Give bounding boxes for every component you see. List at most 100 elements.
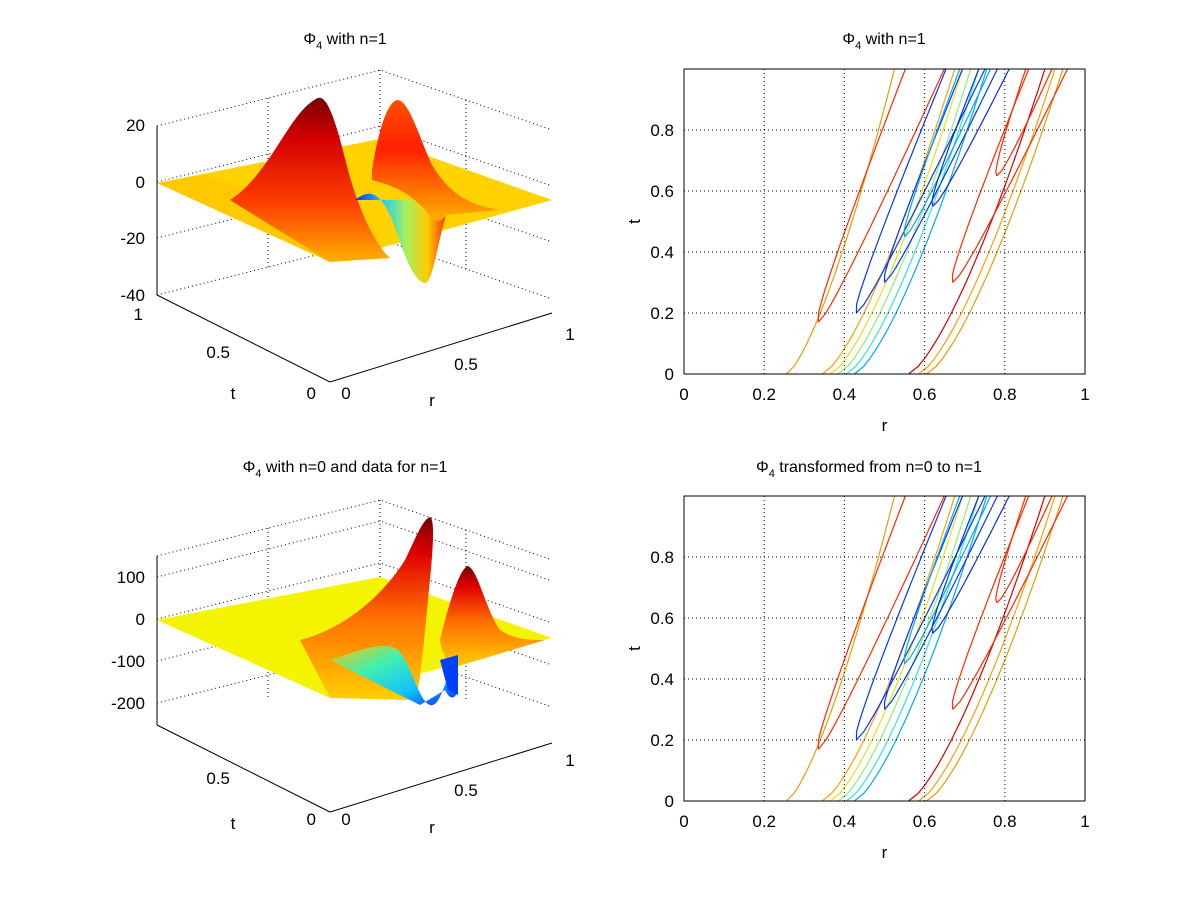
y-tick-label: 0.4 xyxy=(650,243,674,262)
y-tick-label: 0.8 xyxy=(650,121,674,140)
contour-line xyxy=(846,496,980,801)
contour-line xyxy=(926,69,1064,374)
x-tick-label: 0.6 xyxy=(913,812,937,831)
contour-line xyxy=(951,69,1069,283)
contour-line xyxy=(830,496,964,801)
panel-3-title: Φ4 with n=0 and data for n=1 xyxy=(243,459,448,480)
contour-line xyxy=(951,496,1069,710)
r-axis-label: r xyxy=(429,818,435,837)
y-tick-label: 0.8 xyxy=(650,548,674,567)
contour-line xyxy=(883,69,999,283)
x-tick-label: 0 xyxy=(679,385,688,404)
panel-4-plot-area xyxy=(785,496,1069,801)
contour-line xyxy=(854,496,988,801)
panel-3-surface: Φ4 with n=0 and data for n=1 100 0 xyxy=(111,459,575,837)
t-tick-label: 0 xyxy=(307,384,316,403)
x-tick-label: 0.2 xyxy=(752,385,776,404)
contour-line xyxy=(846,69,980,374)
contour-line xyxy=(838,69,972,374)
contour-line xyxy=(995,69,1053,177)
title-subscript: 4 xyxy=(855,40,861,52)
y-tick-label: 0.6 xyxy=(650,609,674,628)
panel-2-contour: Φ4 with n=1 0 0.2 0.4 0.6 0.8 1 0 0.2 0.4 0.6 0.8 r… xyxy=(625,31,1090,435)
y-tick-label: 0.2 xyxy=(650,731,674,750)
t-tick-label: 0.5 xyxy=(206,769,230,788)
t-tick-label: 1 xyxy=(134,305,143,324)
plot-frame xyxy=(683,68,1086,375)
contour-line xyxy=(918,496,1056,801)
z-tick-label: -20 xyxy=(120,229,145,248)
z-tick-label: -100 xyxy=(111,652,145,671)
panel-2-plot-area xyxy=(785,69,1069,374)
x-tick-label: 0.4 xyxy=(833,385,857,404)
x-tick-label: 0.4 xyxy=(833,812,857,831)
title-subscript: 4 xyxy=(255,468,261,480)
contour-line xyxy=(995,496,1053,604)
contour-line xyxy=(908,496,1046,801)
x-axis-label: r xyxy=(882,416,888,435)
z-tick-label: 0 xyxy=(136,610,145,629)
panel-1-axes xyxy=(156,126,553,383)
title-symbol: Φ xyxy=(303,31,316,48)
contour-line xyxy=(785,69,896,374)
panel-4-contour: Φ4 transformed from n=0 to n=1 0 0.2 0.4 0.… xyxy=(625,459,1090,862)
x-tick-label: 0.6 xyxy=(913,385,937,404)
z-tick-label: 100 xyxy=(117,568,145,587)
contour-line xyxy=(854,69,988,374)
z-tick-label: 0 xyxy=(136,173,145,192)
title-subscript: 4 xyxy=(316,40,322,52)
z-tick-label: 20 xyxy=(126,116,145,135)
x-axis-label: r xyxy=(882,843,888,862)
trough xyxy=(355,193,446,284)
x-tick-label: 0.8 xyxy=(993,812,1017,831)
x-tick-label: 0.8 xyxy=(993,385,1017,404)
contour-line xyxy=(918,69,1056,374)
x-tick-label: 1 xyxy=(1080,812,1089,831)
y-tick-label: 0 xyxy=(665,365,674,384)
ridge-2 xyxy=(440,566,545,668)
y-axis-label: t xyxy=(625,219,644,224)
z-tick-label: -40 xyxy=(120,286,145,305)
y-tick-label: 0.4 xyxy=(650,670,674,689)
title-symbol: Φ xyxy=(842,31,855,48)
y-tick-label: 0.2 xyxy=(650,304,674,323)
contour-line xyxy=(838,496,972,801)
title-text: with n=1 xyxy=(861,31,926,48)
t-tick-label: 0 xyxy=(307,810,316,829)
panel-2-title: Φ4 with n=1 xyxy=(842,31,925,52)
title-subscript: 4 xyxy=(769,468,775,480)
ridge-2 xyxy=(372,100,500,221)
contour-line xyxy=(855,496,986,741)
r-tick-label: 1 xyxy=(565,325,574,344)
contour-line xyxy=(926,496,1064,801)
panel-1-surface-mesh xyxy=(157,97,552,284)
y-tick-label: 0.6 xyxy=(650,182,674,201)
contour-line xyxy=(931,69,1010,207)
title-symbol: Φ xyxy=(243,459,256,476)
ridge-1 xyxy=(230,97,390,262)
y-tick-label: 0 xyxy=(665,792,674,811)
panel-1-title: Φ4 with n=1 xyxy=(303,31,386,52)
panel-1-surface: Φ4 with n=1 20 0 -20 xyxy=(120,31,574,410)
contour-line xyxy=(908,69,1046,374)
contour-line xyxy=(817,69,945,323)
r-tick-label: 0 xyxy=(341,384,350,403)
x-tick-label: 0 xyxy=(679,812,688,831)
trough xyxy=(330,645,458,706)
contour-line xyxy=(855,69,986,314)
contour-line xyxy=(830,69,964,374)
panel-3-surface-mesh xyxy=(157,517,552,706)
contour-line xyxy=(883,496,999,710)
r-tick-label: 0 xyxy=(341,810,350,829)
contour-line xyxy=(785,496,896,801)
r-tick-label: 0.5 xyxy=(454,355,478,374)
z-tick-label: -200 xyxy=(111,694,145,713)
t-axis-label: t xyxy=(231,814,236,833)
r-tick-label: 1 xyxy=(565,751,574,770)
plot-frame xyxy=(683,495,1086,802)
title-text: with n=0 and data for n=1 xyxy=(261,459,447,476)
t-axis-label: t xyxy=(231,384,236,403)
r-axis-label: r xyxy=(429,391,435,410)
r-tick-label: 0.5 xyxy=(454,781,478,800)
